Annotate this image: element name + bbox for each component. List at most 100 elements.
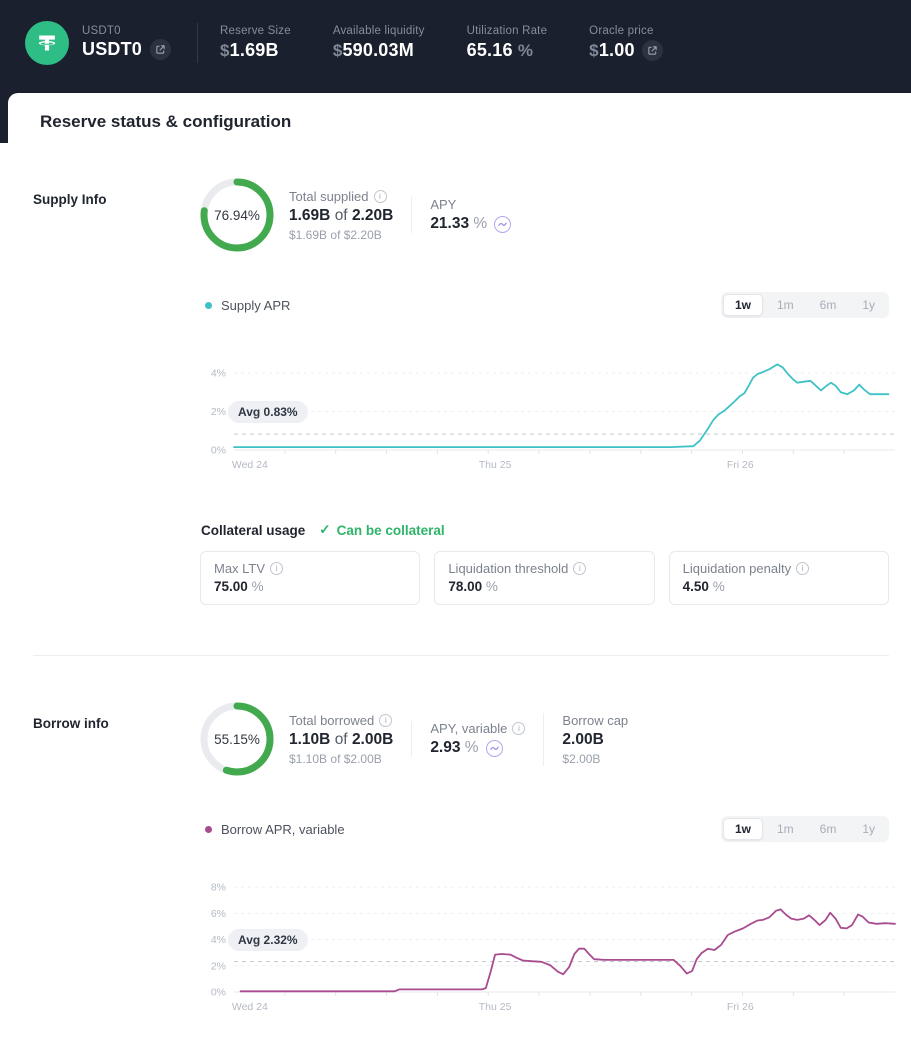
token-symbol-label: USDT0: [82, 25, 121, 37]
svg-text:4%: 4%: [211, 934, 226, 946]
supply-apr-chart[interactable]: 0% 2% 4% Wed 24 Thu 25 Fri 26 Avg 0.83%: [200, 344, 895, 476]
range-1y-button[interactable]: 1y: [850, 294, 887, 316]
check-icon: ✓: [319, 522, 331, 537]
max-ltv-box: Max LTV i 75.00 %: [200, 551, 421, 605]
collateral-usage-block: Collateral usage ✓ Can be collateral Max…: [200, 522, 889, 605]
info-icon[interactable]: i: [270, 562, 284, 575]
apy-variable-label: APY, variable i: [430, 721, 526, 736]
svg-text:Fri 26: Fri 26: [727, 459, 754, 471]
avg-apr-badge: Avg 2.32%: [228, 928, 308, 951]
range-1w-button[interactable]: 1w: [722, 294, 763, 316]
range-6m-button[interactable]: 6m: [808, 818, 849, 840]
borrow-cap-block: Borrow cap 2.00B $2.00B: [543, 712, 646, 766]
token-block: USDT0 USDT0: [25, 20, 197, 65]
supply-apr-legend: Supply APR: [200, 298, 290, 313]
total-supplied-block: Total supplied i 1.69B of 2.20B $1.69B o…: [289, 189, 411, 242]
svg-text:Fri 26: Fri 26: [727, 1001, 754, 1013]
borrow-utilization-donut: 55.15%: [200, 702, 274, 776]
stat-available-liquidity: Available liquidity $590.03M: [332, 24, 425, 60]
max-ltv-label: Max LTV i: [214, 561, 406, 576]
supply-info-label: Supply Info: [33, 192, 107, 207]
page-title: Reserve status & configuration: [40, 112, 292, 131]
svg-text:Thu 25: Thu 25: [479, 459, 512, 471]
borrow-cap-value: 2.00B: [562, 730, 604, 748]
supply-utilization-donut: 76.94%: [200, 178, 274, 252]
svg-text:8%: 8%: [211, 882, 226, 894]
range-1w-button[interactable]: 1w: [722, 818, 763, 840]
svg-text:2%: 2%: [211, 406, 226, 418]
stat-label: Available liquidity: [332, 24, 425, 37]
range-1m-button[interactable]: 1m: [765, 818, 806, 840]
can-be-collateral-status: ✓ Can be collateral: [319, 522, 445, 538]
svg-text:Thu 25: Thu 25: [479, 1001, 512, 1013]
token-name: USDT0: [82, 39, 143, 59]
stat-label: Reserve Size: [220, 24, 291, 37]
liquidation-penalty-label: Liquidation penalty i: [683, 561, 875, 576]
borrow-apr-legend: Borrow APR, variable: [200, 822, 345, 837]
info-icon[interactable]: i: [379, 713, 393, 727]
svg-text:4%: 4%: [211, 368, 226, 380]
borrow-apy-block: APY, variable i 2.93 %: [411, 721, 543, 757]
total-supplied-value: 1.69B of 2.20B: [289, 206, 394, 224]
legend-dot: [205, 825, 212, 833]
borrow-chart-header: Borrow APR, variable 1w 1m 6m 1y: [200, 816, 889, 842]
borrow-cap-label: Borrow cap: [562, 712, 629, 728]
stat-reserve-size: Reserve Size $1.69B: [220, 24, 291, 60]
liquidation-threshold-box: Liquidation threshold i 78.00 %: [434, 551, 655, 605]
stat-oracle-price: Oracle price $1.00: [589, 25, 663, 61]
legend-dot: [205, 301, 212, 309]
oracle-external-link-button[interactable]: [641, 39, 663, 61]
info-icon[interactable]: i: [573, 562, 587, 575]
svg-text:Wed 24: Wed 24: [232, 459, 268, 471]
borrow-cap-usd: $2.00B: [562, 751, 601, 766]
range-1y-button[interactable]: 1y: [850, 818, 887, 840]
borrow-stat-row: 55.15% Total borrowed i 1.10B of 2.00B $…: [200, 702, 889, 776]
borrow-info-section: Borrow info 55.15% Total borrowed i 1.10…: [33, 702, 896, 1018]
borrow-info-label: Borrow info: [33, 716, 109, 731]
apy-label: APY: [430, 197, 457, 212]
chart-canvas[interactable]: 0% 2% 4% Wed 24 Thu 25 Fri 26: [200, 344, 899, 476]
liquidation-threshold-label: Liquidation threshold i: [448, 561, 640, 576]
collateral-usage-title: Collateral usage: [201, 522, 306, 538]
svg-text:6%: 6%: [211, 908, 226, 920]
liquidation-penalty-box: Liquidation penalty i 4.50 %: [668, 551, 889, 605]
range-1m-button[interactable]: 1m: [765, 294, 806, 316]
svg-text:2%: 2%: [211, 960, 226, 972]
total-borrowed-block: Total borrowed i 1.10B of 2.00B $1.10B o…: [289, 713, 411, 766]
borrow-range-selector: 1w 1m 6m 1y: [720, 816, 889, 842]
section-divider: [33, 655, 889, 656]
total-borrowed-label: Total borrowed i: [289, 713, 393, 728]
info-icon[interactable]: i: [373, 189, 387, 203]
range-6m-button[interactable]: 6m: [808, 294, 849, 316]
liquidation-penalty-value: 4.50 %: [682, 579, 725, 594]
borrow-apr-chart[interactable]: 0% 2% 4% 6% 8% Wed 24 Thu 25 Fri 26 Avg 2.32%: [200, 868, 896, 1018]
supply-info-section: Supply Info 76.94% Total supplied i 1.69…: [33, 178, 895, 605]
reserve-topbar: USDT0 USDT0 Reserve Size $1.69B Availabl…: [0, 0, 911, 93]
supply-apy-block: APY 21.33 %: [411, 197, 529, 233]
info-icon[interactable]: i: [512, 722, 526, 735]
apy-value: 21.33 %: [430, 215, 488, 232]
reserve-config-card: Reserve status & configuration Supply In…: [8, 93, 911, 1048]
liquidation-threshold-value: 78.00 %: [448, 579, 498, 594]
stat-utilization-rate: Utilization Rate 65.16 %: [466, 24, 548, 60]
supply-chart-header: Supply APR 1w 1m 6m 1y: [200, 292, 889, 318]
stat-label: Oracle price: [589, 24, 654, 37]
avg-apr-badge: Avg 0.83%: [228, 401, 308, 424]
topbar-stats: Reserve Size $1.69B Available liquidity …: [220, 25, 663, 61]
donut-percent-label: 55.15%: [214, 731, 260, 747]
usdt0-token-icon: [25, 20, 69, 65]
merit-reward-icon[interactable]: [485, 739, 503, 757]
info-icon[interactable]: i: [796, 562, 810, 575]
total-borrowed-usd: $1.10B of $2.00B: [289, 751, 382, 766]
supply-stat-row: 76.94% Total supplied i 1.69B of 2.20B $…: [200, 178, 889, 252]
token-external-link-button[interactable]: [150, 39, 172, 60]
svg-text:0%: 0%: [211, 445, 226, 457]
total-borrowed-value: 1.10B of 2.00B: [289, 730, 394, 748]
svg-text:Wed 24: Wed 24: [232, 1001, 268, 1013]
max-ltv-value: 75.00 %: [214, 579, 264, 594]
donut-percent-label: 76.94%: [214, 207, 260, 223]
stat-label: Utilization Rate: [466, 24, 548, 37]
total-supplied-label: Total supplied i: [289, 189, 393, 204]
merit-reward-icon[interactable]: [494, 215, 512, 233]
supply-range-selector: 1w 1m 6m 1y: [720, 292, 889, 318]
